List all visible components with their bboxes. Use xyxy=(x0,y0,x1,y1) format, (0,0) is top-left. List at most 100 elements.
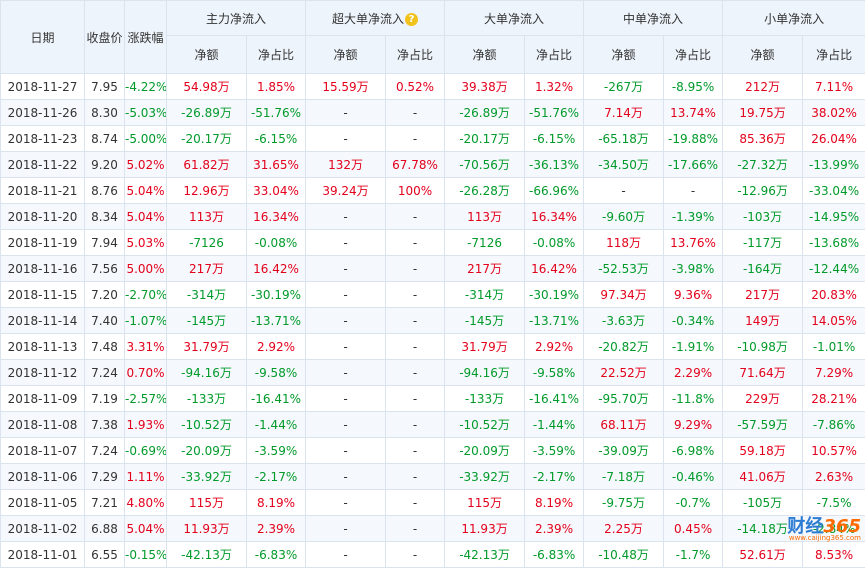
small-ratio-cell: 8.53% xyxy=(803,542,865,568)
close-cell: 7.40 xyxy=(85,308,125,334)
change-cell: 3.31% xyxy=(125,334,167,360)
date-cell: 2018-11-01 xyxy=(1,542,85,568)
large-ratio-cell: -66.96% xyxy=(525,178,584,204)
change-cell: -5.03% xyxy=(125,100,167,126)
medium-ratio-cell: -8.95% xyxy=(664,74,723,100)
large-ratio-cell: -0.08% xyxy=(525,230,584,256)
medium-ratio-cell: 13.76% xyxy=(664,230,723,256)
large-amount-cell: 113万 xyxy=(445,204,525,230)
medium-amount-cell: -65.18万 xyxy=(584,126,664,152)
main-ratio-header: 净占比 xyxy=(247,36,306,74)
main-ratio-cell: -0.08% xyxy=(247,230,306,256)
super-large-amount-cell: - xyxy=(306,516,386,542)
main-ratio-cell: -51.76% xyxy=(247,100,306,126)
main-amount-cell: -26.89万 xyxy=(167,100,247,126)
super-large-ratio-cell: - xyxy=(386,282,445,308)
close-cell: 8.76 xyxy=(85,178,125,204)
change-cell: 5.04% xyxy=(125,178,167,204)
small-ratio-cell: 7.29% xyxy=(803,360,865,386)
close-cell: 7.95 xyxy=(85,74,125,100)
large-ratio-cell: -9.58% xyxy=(525,360,584,386)
small-amount-cell: -10.98万 xyxy=(723,334,803,360)
close-cell: 7.20 xyxy=(85,282,125,308)
super-large-label: 超大单净流入 xyxy=(332,12,404,26)
super-large-ratio-cell: - xyxy=(386,438,445,464)
medium-amount-cell: -9.60万 xyxy=(584,204,664,230)
medium-amount-cell: -3.63万 xyxy=(584,308,664,334)
large-amount-cell: 115万 xyxy=(445,490,525,516)
medium-amount-cell: -20.82万 xyxy=(584,334,664,360)
main-ratio-cell: -2.17% xyxy=(247,464,306,490)
small-amount-cell: -57.59万 xyxy=(723,412,803,438)
large-amount-cell: -70.56万 xyxy=(445,152,525,178)
main-amount-cell: 217万 xyxy=(167,256,247,282)
date-cell: 2018-11-08 xyxy=(1,412,85,438)
large-ratio-cell: 2.92% xyxy=(525,334,584,360)
super-large-ratio-cell: - xyxy=(386,126,445,152)
date-cell: 2018-11-13 xyxy=(1,334,85,360)
change-cell: 5.00% xyxy=(125,256,167,282)
change-cell: 5.03% xyxy=(125,230,167,256)
medium-amount-cell: -10.48万 xyxy=(584,542,664,568)
super-large-ratio-cell: - xyxy=(386,334,445,360)
small-amount-cell: 19.75万 xyxy=(723,100,803,126)
medium-ratio-cell: -1.39% xyxy=(664,204,723,230)
main-ratio-cell: 2.39% xyxy=(247,516,306,542)
super-large-amount-cell: - xyxy=(306,386,386,412)
medium-ratio-header: 净占比 xyxy=(664,36,723,74)
large-ratio-cell: -16.41% xyxy=(525,386,584,412)
close-cell: 7.38 xyxy=(85,412,125,438)
small-amount-cell: 212万 xyxy=(723,74,803,100)
medium-amount-cell: 97.34万 xyxy=(584,282,664,308)
large-amount-cell: -10.52万 xyxy=(445,412,525,438)
medium-ratio-cell: -11.8% xyxy=(664,386,723,412)
small-ratio-cell: 20.83% xyxy=(803,282,865,308)
close-cell: 7.21 xyxy=(85,490,125,516)
close-cell: 8.74 xyxy=(85,126,125,152)
main-inflow-header: 主力净流入 xyxy=(167,1,306,36)
close-cell: 8.30 xyxy=(85,100,125,126)
medium-ratio-cell: -1.7% xyxy=(664,542,723,568)
main-ratio-cell: -9.58% xyxy=(247,360,306,386)
main-amount-cell: -133万 xyxy=(167,386,247,412)
large-amount-cell: -42.13万 xyxy=(445,542,525,568)
small-ratio-cell: 28.21% xyxy=(803,386,865,412)
medium-amount-cell: 68.11万 xyxy=(584,412,664,438)
main-amount-cell: -314万 xyxy=(167,282,247,308)
large-amount-cell: -145万 xyxy=(445,308,525,334)
large-ratio-cell: 2.39% xyxy=(525,516,584,542)
small-ratio-cell: 10.57% xyxy=(803,438,865,464)
super-large-ratio-cell: - xyxy=(386,490,445,516)
main-amount-cell: -42.13万 xyxy=(167,542,247,568)
help-icon[interactable]: ? xyxy=(405,13,418,26)
date-cell: 2018-11-12 xyxy=(1,360,85,386)
large-amount-cell: 39.38万 xyxy=(445,74,525,100)
date-cell: 2018-11-19 xyxy=(1,230,85,256)
change-cell: 0.70% xyxy=(125,360,167,386)
medium-ratio-cell: 13.74% xyxy=(664,100,723,126)
small-ratio-cell: -13.99% xyxy=(803,152,865,178)
small-amount-cell: -27.32万 xyxy=(723,152,803,178)
main-amount-cell: 61.82万 xyxy=(167,152,247,178)
small-amount-cell: 229万 xyxy=(723,386,803,412)
large-ratio-cell: -6.83% xyxy=(525,542,584,568)
close-cell: 6.88 xyxy=(85,516,125,542)
large-amount-cell: 217万 xyxy=(445,256,525,282)
large-amount-cell: -26.28万 xyxy=(445,178,525,204)
main-ratio-cell: 16.34% xyxy=(247,204,306,230)
small-ratio-cell: 2.63% xyxy=(803,464,865,490)
change-cell: -5.00% xyxy=(125,126,167,152)
medium-ratio-cell: -0.46% xyxy=(664,464,723,490)
super-large-amount-cell: 132万 xyxy=(306,152,386,178)
super-large-ratio-cell: - xyxy=(386,230,445,256)
small-amount-cell: 71.64万 xyxy=(723,360,803,386)
medium-ratio-cell: -6.98% xyxy=(664,438,723,464)
small-amount-cell: 59.18万 xyxy=(723,438,803,464)
